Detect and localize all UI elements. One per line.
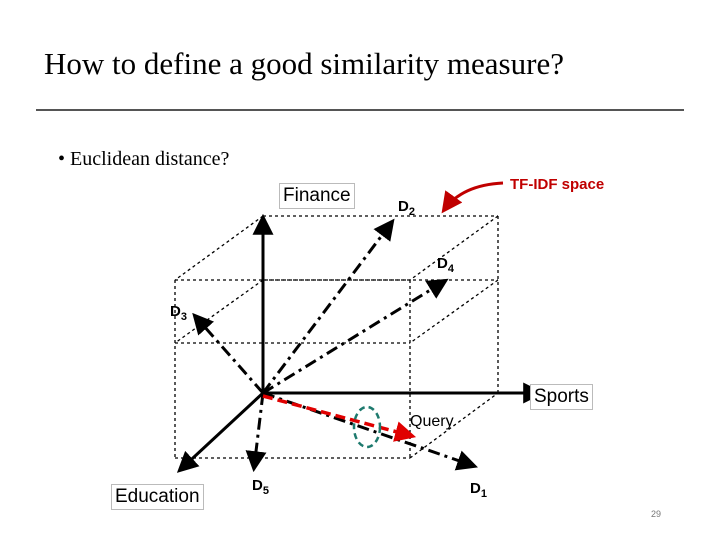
doc-label-d1: D1: [470, 480, 487, 500]
axes: [176, 213, 545, 473]
title-divider: [36, 109, 684, 111]
cube-wireframe: [174, 215, 499, 459]
vector-d3: [192, 312, 265, 394]
finance-axis-label: Finance: [279, 183, 355, 209]
tfidf-pointer-arrow: [441, 181, 504, 214]
query-neighborhood-ellipse: [352, 405, 382, 449]
education-axis-label: Education: [111, 484, 204, 510]
vector-d2: [261, 218, 395, 394]
doc-label-d3: D3: [170, 303, 187, 323]
page-number: 29: [651, 509, 662, 519]
sports-axis-label: Sports: [530, 384, 593, 410]
doc-label-d5: D5: [252, 477, 269, 497]
slide-title: How to define a good similarity measure?: [44, 46, 564, 81]
doc-label-d2: D2: [398, 198, 415, 218]
vector-query: [262, 394, 417, 442]
query-label: Query: [410, 413, 454, 430]
vector-d5: [245, 392, 267, 473]
vector-d4: [262, 278, 449, 395]
tfidf-space-label: TF-IDF space: [510, 176, 605, 193]
vector-d1: [262, 391, 478, 471]
bullet-point: • Euclidean distance?: [58, 148, 230, 170]
doc-label-d4: D4: [437, 255, 454, 275]
education-axis: [176, 391, 265, 473]
